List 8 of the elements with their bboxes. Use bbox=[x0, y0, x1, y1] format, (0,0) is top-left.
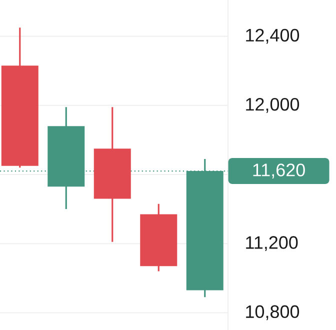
y-tick-label: 11,200 bbox=[246, 236, 298, 252]
y-tick-label: 10,800 bbox=[246, 305, 300, 320]
y-tick-label: 12,400 bbox=[246, 28, 300, 44]
candlestick bbox=[1, 26, 38, 168]
candlestick bbox=[140, 203, 178, 272]
candlestick bbox=[94, 106, 131, 243]
ref-line-label: 11,620 bbox=[253, 164, 305, 178]
y-tick-label: 12,000 bbox=[246, 98, 300, 113]
